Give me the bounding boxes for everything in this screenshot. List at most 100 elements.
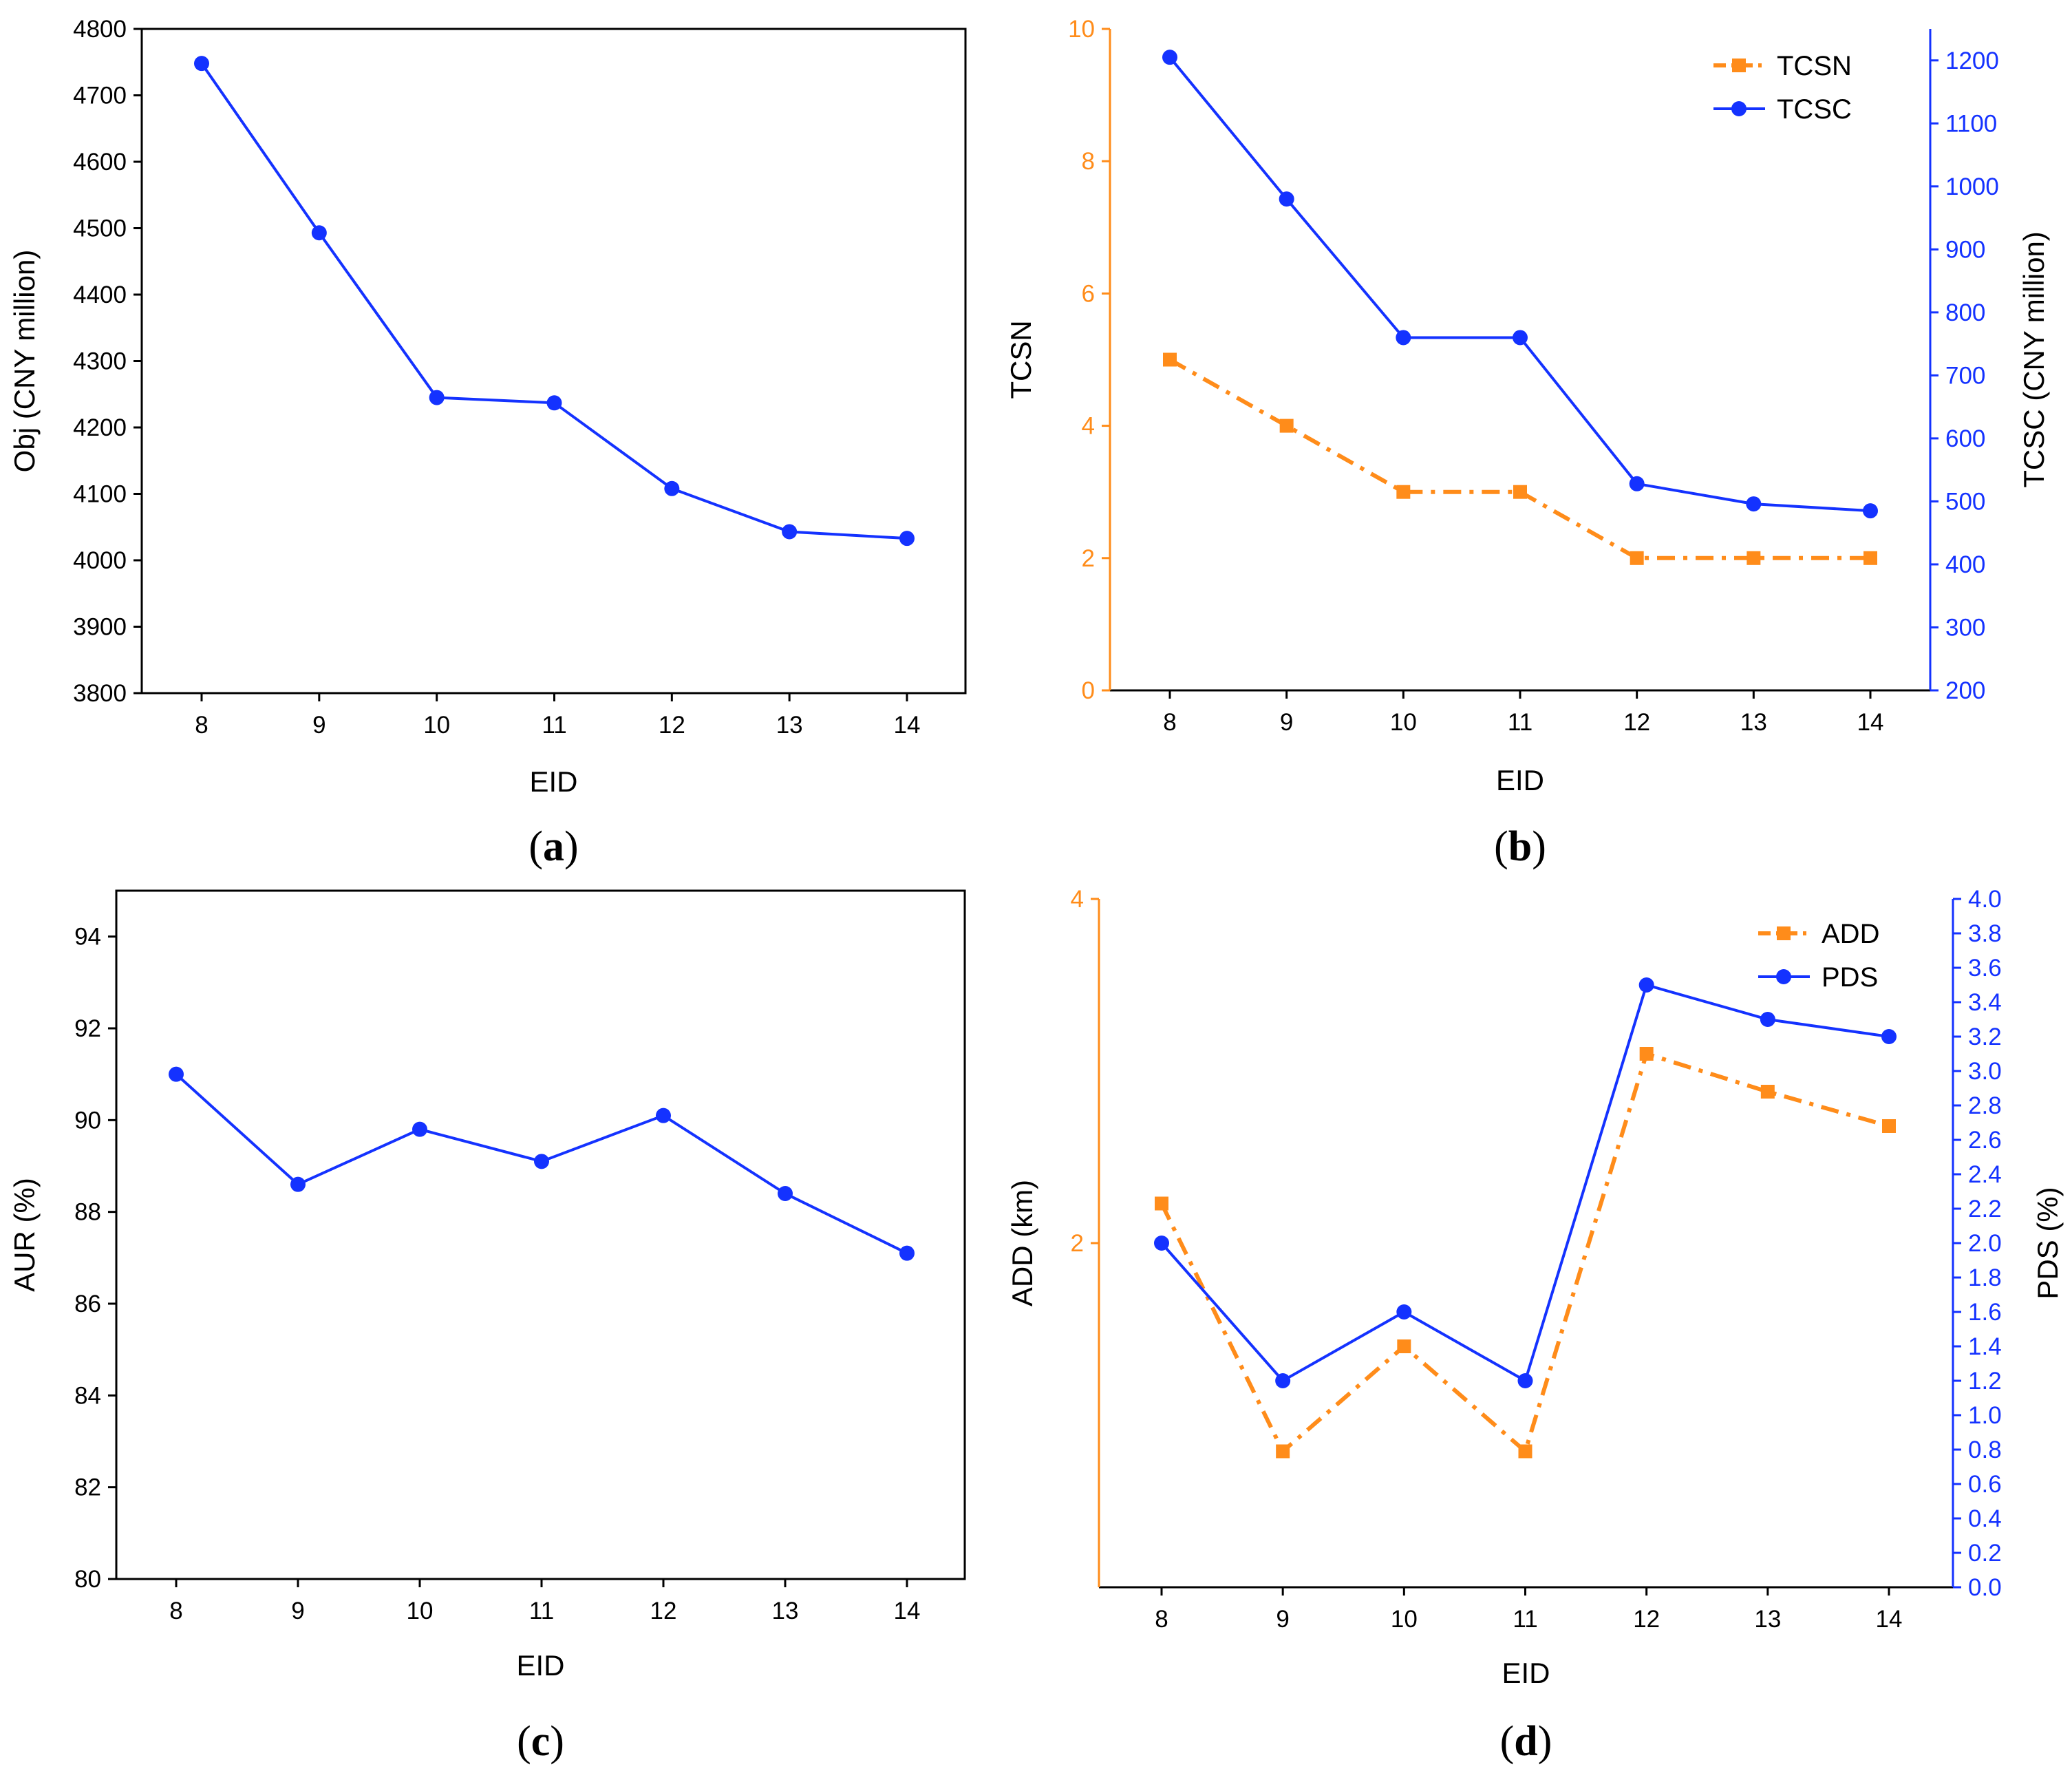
data-point-pds: [1396, 1304, 1412, 1320]
x-tick-label: 8: [1163, 709, 1176, 736]
y-tick-label: 94: [74, 924, 101, 951]
data-point-aur: [656, 1108, 671, 1123]
y-right-tick-label: 400: [1945, 551, 1985, 578]
data-point-tcsc: [1279, 191, 1294, 207]
data-point-tcsc: [1863, 503, 1878, 519]
y-right-tick-label: 1.4: [1968, 1333, 2002, 1360]
data-point-obj: [311, 225, 327, 241]
x-tick-label: 8: [169, 1598, 182, 1624]
data-point-obj: [194, 56, 209, 72]
x-tick-label: 8: [195, 712, 208, 739]
y-tick-label: 0: [1082, 677, 1095, 704]
y-right-tick-label: 700: [1945, 362, 1985, 389]
y-right-tick-label: 2.8: [1968, 1092, 2002, 1119]
data-point-obj: [664, 480, 680, 496]
x-tick-label: 12: [1623, 709, 1650, 736]
y-right-tick-label: 0.2: [1968, 1540, 2002, 1567]
x-tick-label: 10: [1391, 1606, 1418, 1633]
x-tick-label: 10: [407, 1598, 434, 1624]
y-right-tick-label: 800: [1945, 299, 1985, 326]
y-tick-label: 80: [74, 1566, 101, 1593]
x-tick-label: 11: [1513, 1606, 1537, 1633]
y-right-tick-label: 0.6: [1968, 1471, 2002, 1498]
y-tick-label: 2: [1071, 1230, 1084, 1257]
legend-marker-pds: [1776, 969, 1791, 984]
series-line-tcsn: [1168, 357, 1870, 560]
y-right-tick-label: 1200: [1945, 47, 1999, 74]
data-point-pds: [1154, 1236, 1169, 1251]
x-tick-label: 13: [776, 712, 803, 739]
data-point-obj: [899, 531, 915, 547]
plot-frame: [140, 28, 967, 695]
data-point-aur: [778, 1186, 793, 1201]
y-right-tick-label: 1.2: [1968, 1368, 2002, 1395]
data-point-add: [1397, 1339, 1411, 1353]
data-point-tcsn: [1747, 551, 1761, 565]
y-tick-label: 3800: [73, 680, 127, 707]
panel-label-letter: a: [543, 823, 564, 870]
x-axis-title: EID: [1496, 764, 1544, 796]
y-tick-label: 4200: [73, 414, 127, 441]
x-tick-label: 12: [659, 712, 685, 739]
x-tick-label: 14: [1876, 1606, 1903, 1633]
data-point-pds: [1760, 1012, 1775, 1027]
x-tick-label: 9: [312, 712, 325, 739]
y-tick-label: 2: [1082, 545, 1095, 572]
y-right-tick-label: 3.4: [1968, 989, 2002, 1016]
panel-label: (c): [517, 1718, 564, 1765]
data-point-tcsn: [1279, 418, 1294, 433]
data-point-tcsc: [1629, 476, 1645, 491]
x-tick-label: 12: [1633, 1606, 1660, 1633]
x-tick-label: 10: [423, 712, 450, 739]
data-point-tcsn: [1513, 485, 1527, 499]
legend-label-tcsc: TCSC: [1777, 94, 1852, 125]
y-tick-label: 10: [1068, 16, 1095, 43]
panel-label-close: ): [1532, 823, 1546, 870]
y-tick-label: 6: [1082, 280, 1095, 307]
y-right-tick-label: 1.8: [1968, 1264, 2002, 1291]
y-right-tick-label: 0.0: [1968, 1574, 2002, 1601]
panel-label-letter: c: [531, 1718, 551, 1765]
data-point-add: [1639, 1047, 1654, 1061]
legend-marker-tcsn: [1732, 59, 1746, 72]
y-tick-label: 90: [74, 1107, 101, 1134]
panel-label-close: ): [564, 823, 579, 870]
panel-label-open: (: [528, 823, 543, 870]
y-right-tick-label: 500: [1945, 488, 1985, 515]
y-right-axis-title: TCSC (CNY million): [2018, 231, 2050, 488]
y-right-tick-label: 3.2: [1968, 1024, 2002, 1050]
y-tick-label: 4400: [73, 282, 127, 308]
panel-label: (d): [1500, 1718, 1552, 1765]
data-point-aur: [290, 1176, 306, 1192]
y-tick-label: 4: [1071, 886, 1084, 913]
x-tick-label: 13: [1754, 1606, 1781, 1633]
data-point-pds: [1517, 1373, 1533, 1388]
y-tick-label: 8: [1082, 148, 1095, 175]
series-line-tcsc: [1168, 56, 1871, 513]
x-tick-label: 14: [1857, 709, 1884, 736]
data-point-add: [1155, 1196, 1168, 1211]
data-point-aur: [899, 1245, 915, 1261]
data-point-aur: [169, 1066, 184, 1082]
y-right-tick-label: 0.4: [1968, 1505, 2002, 1532]
y-right-tick-label: 1100: [1945, 110, 1997, 137]
y-right-tick-label: 200: [1945, 677, 1985, 704]
data-point-obj: [782, 524, 798, 540]
x-tick-label: 14: [894, 712, 921, 739]
y-axis-title: Obj (CNY million): [8, 250, 41, 473]
legend-label-add: ADD: [1822, 919, 1879, 949]
y-axis-title: AUR (%): [8, 1178, 41, 1292]
y-right-tick-label: 1000: [1945, 173, 1999, 200]
y-right-axis-title: PDS (%): [2031, 1187, 2064, 1299]
panel-label: (b): [1494, 823, 1546, 870]
legend: ADD PDS: [1758, 919, 1879, 993]
y-right-tick-label: 3.8: [1968, 920, 2002, 947]
data-point-pds: [1275, 1373, 1291, 1388]
x-tick-label: 13: [772, 1598, 799, 1624]
x-tick-label: 13: [1740, 709, 1767, 736]
y-tick-label: 4700: [73, 83, 127, 109]
panel-label-letter: b: [1508, 823, 1532, 870]
chart-d: 8 9 10 11 12 13 14 2 4 0.0 0.2 0.4 0.6 0.8 1.0 1.2 1.4 1.…: [1006, 886, 2064, 1765]
legend: TCSN TCSC: [1713, 51, 1852, 125]
